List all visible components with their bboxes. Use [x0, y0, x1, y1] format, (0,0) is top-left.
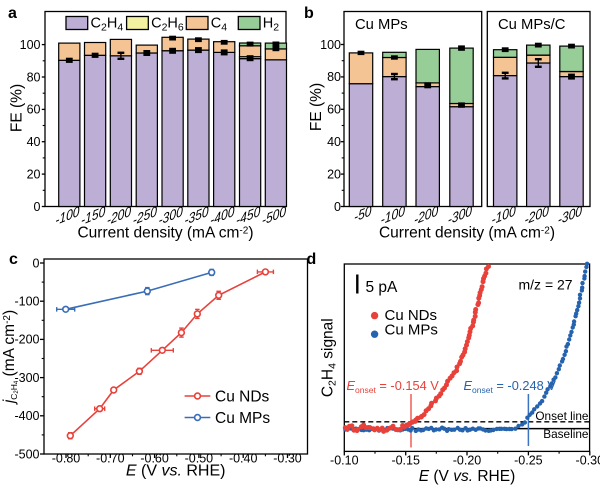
svg-text:-200: -200: [14, 333, 39, 347]
svg-text:0: 0: [33, 256, 40, 270]
svg-text:c: c: [9, 251, 18, 268]
svg-text:-0.40: -0.40: [229, 452, 258, 466]
svg-text:C2H6: C2H6: [151, 16, 184, 34]
svg-text:Cu MPs: Cu MPs: [385, 322, 438, 339]
svg-text:Cu NDs: Cu NDs: [215, 389, 270, 406]
svg-text:20: 20: [27, 167, 41, 181]
svg-text:Eonset = -0.154 V: Eonset = -0.154 V: [347, 378, 440, 395]
svg-text:-50: -50: [354, 202, 372, 225]
svg-text:60: 60: [327, 103, 341, 117]
svg-text:-500: -500: [14, 447, 39, 461]
svg-text:FE (%): FE (%): [308, 83, 325, 131]
svg-text:0: 0: [334, 200, 341, 214]
svg-text:Cu MPs: Cu MPs: [215, 410, 270, 427]
svg-text:Cu MPs/C: Cu MPs/C: [498, 17, 566, 33]
svg-text:-0.25: -0.25: [514, 454, 543, 468]
svg-text:Cu NDs: Cu NDs: [385, 307, 438, 324]
svg-text:-0.15: -0.15: [391, 454, 420, 468]
svg-text:FE (%): FE (%): [9, 84, 26, 132]
svg-text:60: 60: [27, 103, 41, 117]
svg-text:Cu MPs: Cu MPs: [355, 17, 408, 33]
svg-text:100: 100: [20, 38, 41, 52]
svg-text:a: a: [8, 5, 17, 22]
svg-text:b: b: [304, 5, 314, 22]
svg-text:Current density (mA cm-2): Current density (mA cm-2): [379, 225, 555, 242]
svg-text:-300: -300: [14, 371, 39, 385]
svg-text:5 pA: 5 pA: [366, 279, 399, 296]
svg-text:80: 80: [27, 70, 41, 84]
svg-text:C2H4 signal: C2H4 signal: [320, 318, 339, 397]
svg-text:-0.20: -0.20: [453, 454, 482, 468]
svg-text:C2H4: C2H4: [91, 16, 124, 34]
svg-text:-0.10: -0.10: [330, 454, 359, 468]
svg-text:Current density (mA cm-2): Current density (mA cm-2): [77, 225, 253, 242]
svg-text:80: 80: [327, 70, 341, 84]
svg-text:-0.30: -0.30: [273, 452, 302, 466]
svg-text:-0.30: -0.30: [576, 454, 600, 468]
svg-text:-100: -100: [14, 295, 39, 309]
svg-text:E (V vs. RHE): E (V vs. RHE): [126, 463, 226, 480]
svg-text:-0.70: -0.70: [96, 452, 125, 466]
svg-text:jC2H4 (mA cm-2): jC2H4 (mA cm-2): [1, 310, 20, 405]
svg-text:E (V vs. RHE): E (V vs. RHE): [419, 468, 515, 485]
svg-text:40: 40: [327, 135, 341, 149]
svg-text:0: 0: [34, 200, 41, 214]
svg-text:Onset line: Onset line: [535, 409, 589, 423]
svg-text:Baseline: Baseline: [543, 427, 589, 441]
svg-text:d: d: [307, 251, 317, 268]
svg-text:-400: -400: [14, 409, 39, 423]
svg-text:-0.60: -0.60: [140, 452, 169, 466]
svg-text:-0.80: -0.80: [52, 452, 81, 466]
svg-text:-0.50: -0.50: [185, 452, 214, 466]
svg-text:20: 20: [327, 167, 341, 181]
svg-text:Eonset = -0.248 V: Eonset = -0.248 V: [464, 378, 557, 395]
svg-text:100: 100: [320, 38, 341, 52]
svg-text:40: 40: [27, 135, 41, 149]
svg-text:m/z = 27: m/z = 27: [519, 277, 573, 293]
